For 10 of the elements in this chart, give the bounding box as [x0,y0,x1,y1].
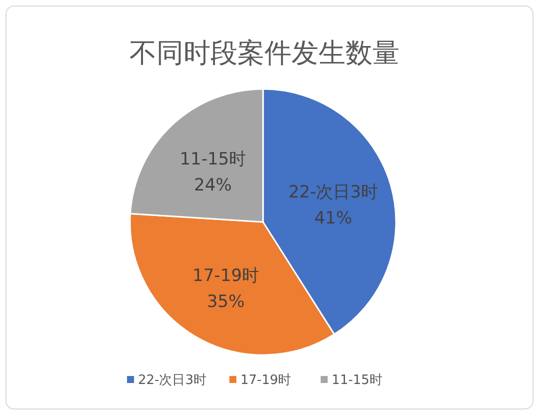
slice-label: 11-15时 [180,150,246,170]
data-label: 41% [314,208,352,229]
legend-label: 11-15时 [332,373,382,388]
slice-label: 17-19时 [192,266,259,286]
slice-label: 22-次日3时 [288,182,378,203]
legend-label: 17-19时 [240,373,292,388]
legend-label: 22-次日3时 [138,373,207,388]
data-label: 35% [206,292,245,312]
chart-title: 不同时段案件发生数量 [130,38,400,69]
data-label: 24% [194,176,232,196]
